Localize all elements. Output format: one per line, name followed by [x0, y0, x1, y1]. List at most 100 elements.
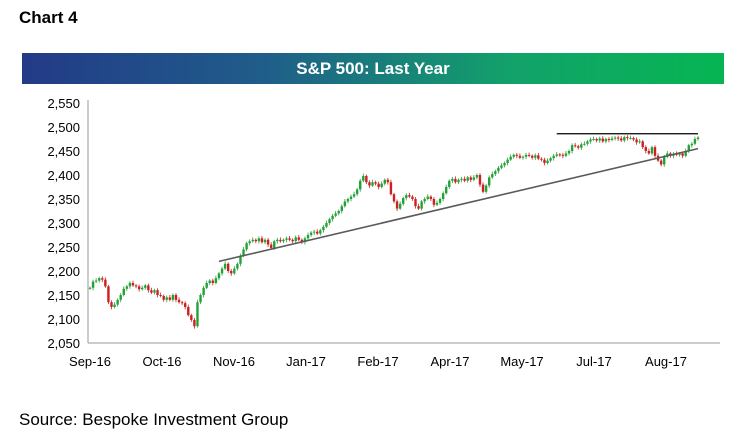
price-bar [561, 152, 565, 159]
y-tick-label: 2,400 [47, 168, 80, 183]
price-bar [475, 173, 479, 180]
price-bar [487, 175, 491, 188]
price-bar [168, 295, 172, 302]
price-bar [659, 159, 663, 167]
price-bar [128, 281, 132, 289]
price-bar [552, 153, 555, 161]
price-bar [592, 136, 595, 141]
price-bar [650, 145, 654, 156]
price-bar [180, 300, 184, 306]
price-bar [595, 137, 598, 143]
price-bar [291, 238, 294, 244]
price-bar [91, 279, 95, 291]
price-bar [604, 137, 608, 144]
price-bar [309, 231, 313, 237]
price-bar [183, 301, 187, 310]
y-tick-label: 2,250 [47, 240, 80, 255]
price-bar [423, 197, 426, 204]
price-bar [380, 181, 383, 189]
price-bar [580, 142, 583, 151]
price-bar [494, 169, 497, 176]
price-bar [193, 318, 196, 329]
price-bar [205, 280, 208, 290]
price-bar [98, 276, 101, 283]
price-bar [509, 154, 512, 162]
price-bar [527, 152, 531, 158]
price-bar [134, 283, 138, 289]
price-bar [454, 176, 457, 184]
price-bar [346, 197, 350, 204]
price-bar [463, 176, 466, 183]
price-bar [276, 237, 279, 244]
price-chart: 2,050 2,100 2,150 2,200 2,250 2,300 2,350 2,400… [47, 96, 720, 369]
price-bar [226, 262, 230, 273]
price-bar [113, 302, 116, 309]
price-bar [365, 174, 368, 185]
price-bar [598, 136, 601, 143]
price-bar [690, 141, 694, 148]
price-bar [607, 137, 611, 143]
price-bar [107, 284, 110, 305]
price-bar [153, 288, 156, 295]
price-bar [374, 180, 377, 186]
price-bar [647, 148, 651, 155]
price-bar [322, 224, 325, 233]
price-bar [567, 149, 571, 156]
price-bar [435, 200, 439, 207]
price-bar [233, 266, 236, 275]
price-bar [171, 293, 175, 302]
price-bar [497, 165, 500, 174]
price-bar [638, 139, 641, 144]
price-bar [141, 285, 144, 291]
price-bar [411, 195, 414, 201]
price-bar [451, 176, 454, 184]
price-bar [429, 195, 433, 201]
price-bar [448, 179, 451, 189]
price-bar [438, 197, 442, 205]
x-tick-label: Feb-17 [357, 354, 398, 369]
price-bar [263, 238, 267, 245]
y-tick-label: 2,300 [47, 216, 80, 231]
price-bar [202, 285, 205, 298]
price-bar [383, 178, 386, 186]
price-bar [196, 299, 199, 328]
price-bar [420, 199, 423, 211]
price-bar [131, 280, 135, 287]
price-bar [478, 173, 482, 187]
price-bar [583, 141, 586, 146]
price-bar [248, 239, 251, 246]
x-tick-label: Sep-16 [69, 354, 111, 369]
price-bar [586, 139, 589, 146]
price-bar [285, 236, 288, 243]
price-bar [282, 238, 285, 244]
price-bar [316, 229, 319, 235]
y-tick-label: 2,150 [47, 288, 80, 303]
y-tick-label: 2,450 [47, 144, 80, 159]
x-tick-label: May-17 [500, 354, 543, 369]
price-bar [537, 152, 540, 161]
price-bar [306, 232, 310, 240]
price-bar [601, 136, 605, 143]
price-bar [641, 139, 644, 150]
price-bar [616, 135, 620, 141]
price-bar [257, 236, 261, 244]
price-bar [530, 154, 534, 160]
y-tick-label: 2,550 [47, 96, 80, 111]
price-bar [521, 155, 525, 160]
price-bar [236, 262, 239, 271]
price-bar [337, 209, 340, 216]
x-tick-label: Aug-17 [645, 354, 687, 369]
price-bar [546, 158, 549, 165]
price-bar [500, 163, 503, 170]
price-bar [414, 197, 417, 209]
price-bar [368, 180, 371, 188]
y-tick-label: 2,050 [47, 336, 80, 351]
price-bar [343, 199, 347, 208]
price-bar [644, 145, 647, 154]
price-bar [417, 203, 420, 211]
price-bar [214, 275, 218, 285]
price-bar [217, 271, 221, 281]
price-bar [441, 191, 445, 202]
price-bar [469, 175, 472, 183]
price-bar [472, 175, 476, 182]
